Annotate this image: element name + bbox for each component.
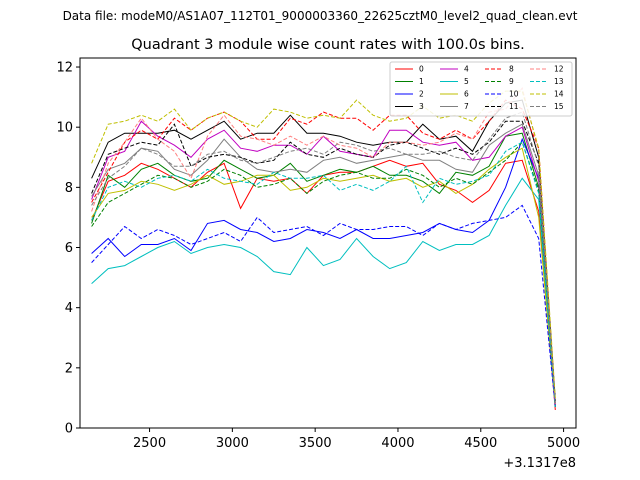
legend-label-15: 15 <box>554 102 564 111</box>
x-tick-label: 4000 <box>381 436 414 451</box>
series-line-6 <box>91 147 556 407</box>
series-line-14 <box>91 90 556 398</box>
legend-label-14: 14 <box>554 90 564 99</box>
series-line-4 <box>91 120 556 404</box>
series-line-5 <box>91 177 556 407</box>
chart-title: Quadrant 3 module wise count rates with … <box>131 37 525 53</box>
series-line-2 <box>91 137 556 404</box>
legend-label-0: 0 <box>419 65 424 74</box>
series-line-7 <box>91 123 556 404</box>
legend-label-10: 10 <box>509 90 519 99</box>
series-line-11 <box>91 120 556 401</box>
series-line-9 <box>91 141 556 407</box>
legend-frame <box>389 61 573 117</box>
series-line-0 <box>91 159 556 411</box>
series-line-3 <box>91 99 556 401</box>
y-tick-label: 4 <box>65 301 73 316</box>
x-tick-label: 5000 <box>547 436 580 451</box>
legend-label-11: 11 <box>509 102 519 111</box>
series-line-1 <box>91 132 556 407</box>
legend-label-1: 1 <box>419 77 424 86</box>
x-axis-offset-label: +3.1317e8 <box>503 456 576 471</box>
legend-label-7: 7 <box>464 102 469 111</box>
x-axis-ticks: 2500 3000 3500 4000 4500 5000 <box>133 428 580 451</box>
legend-label-5: 5 <box>464 77 469 86</box>
plot-series <box>91 87 556 411</box>
legend-label-8: 8 <box>509 65 514 74</box>
series-line-8 <box>91 99 556 404</box>
legend-label-9: 9 <box>509 77 514 86</box>
x-tick-label: 3000 <box>216 436 249 451</box>
y-tick-label: 0 <box>65 422 73 437</box>
legend-label-2: 2 <box>419 90 424 99</box>
chart-suptitle: Data file: modeM0/AS1A07_112T01_90000033… <box>63 9 578 23</box>
legend-label-13: 13 <box>554 77 564 86</box>
series-line-12 <box>91 87 556 404</box>
x-tick-label: 4500 <box>464 436 497 451</box>
legend-label-3: 3 <box>419 102 424 111</box>
series-line-13 <box>91 141 556 407</box>
y-tick-label: 2 <box>65 361 73 376</box>
y-axis-ticks: 0 2 4 6 8 10 12 <box>56 61 80 437</box>
y-tick-label: 10 <box>56 121 73 136</box>
y-tick-label: 12 <box>56 61 73 76</box>
legend-label-6: 6 <box>464 90 469 99</box>
y-tick-label: 6 <box>65 241 73 256</box>
legend-label-4: 4 <box>464 65 469 74</box>
axes-frame <box>79 57 577 429</box>
series-line-10 <box>91 204 556 407</box>
legend-label-12: 12 <box>554 65 564 74</box>
x-tick-label: 2500 <box>133 436 166 451</box>
series-line-15 <box>91 111 556 404</box>
x-tick-label: 3500 <box>299 436 332 451</box>
y-tick-label: 8 <box>65 181 73 196</box>
